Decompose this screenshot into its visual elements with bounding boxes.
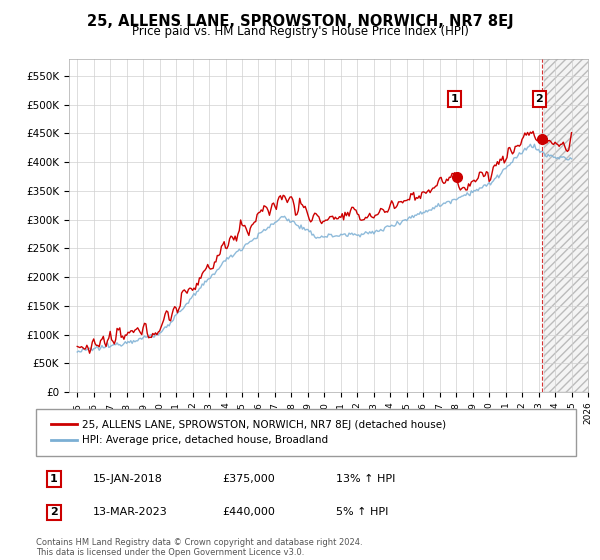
Text: 1: 1 xyxy=(451,94,458,104)
Bar xyxy=(544,59,600,392)
Text: £440,000: £440,000 xyxy=(222,507,275,517)
FancyBboxPatch shape xyxy=(36,409,576,456)
Text: Price paid vs. HM Land Registry's House Price Index (HPI): Price paid vs. HM Land Registry's House … xyxy=(131,25,469,38)
Text: Contains HM Land Registry data © Crown copyright and database right 2024.
This d: Contains HM Land Registry data © Crown c… xyxy=(36,538,362,557)
Text: 5% ↑ HPI: 5% ↑ HPI xyxy=(336,507,388,517)
Text: 2: 2 xyxy=(50,507,58,517)
Text: 13% ↑ HPI: 13% ↑ HPI xyxy=(336,474,395,484)
Text: 2: 2 xyxy=(536,94,543,104)
Legend: 25, ALLENS LANE, SPROWSTON, NORWICH, NR7 8EJ (detached house), HPI: Average pric: 25, ALLENS LANE, SPROWSTON, NORWICH, NR7… xyxy=(47,416,451,449)
Bar xyxy=(544,59,600,392)
Text: £375,000: £375,000 xyxy=(222,474,275,484)
Text: 13-MAR-2023: 13-MAR-2023 xyxy=(93,507,168,517)
Text: 1: 1 xyxy=(50,474,58,484)
Text: 25, ALLENS LANE, SPROWSTON, NORWICH, NR7 8EJ: 25, ALLENS LANE, SPROWSTON, NORWICH, NR7… xyxy=(86,14,514,29)
Text: 15-JAN-2018: 15-JAN-2018 xyxy=(93,474,163,484)
